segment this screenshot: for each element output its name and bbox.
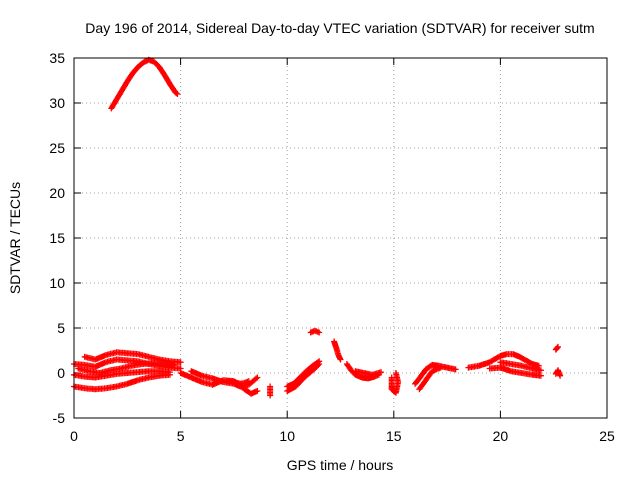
data-point-sat-d: [166, 371, 173, 378]
x-axis-label: GPS time / hours: [287, 457, 394, 473]
data-point-sat-q: [412, 376, 422, 387]
data-point-sat-q: [422, 362, 434, 373]
data-point-sat-k: [292, 375, 307, 390]
data-point-sat-j: [290, 375, 302, 387]
data-point-arc-peak: [119, 79, 130, 94]
data-point-sat-k: [301, 368, 315, 381]
x-tick-label: 10: [279, 428, 295, 444]
chart-title: Day 196 of 2014, Sidereal Day-to-day VTE…: [85, 20, 594, 36]
data-point-sat-s: [535, 362, 542, 369]
data-point-arc-peak: [150, 58, 162, 69]
data-point-sat-n: [343, 361, 354, 372]
data-point-arc-peak: [156, 64, 167, 77]
data-point-sat-t: [537, 372, 544, 379]
data-point-sat-q: [452, 366, 459, 373]
x-tick-label: 15: [386, 428, 402, 444]
plot-frame: [73, 57, 608, 419]
data-point-sat-f: [254, 388, 261, 394]
data-point-arc-peak: [161, 72, 173, 86]
data-point-arc-peak: [166, 81, 178, 94]
data-point-sat-k: [309, 362, 322, 374]
data-point-sat-r: [437, 364, 444, 371]
data-point-sat-u: [537, 367, 544, 374]
y-tick-label: 35: [49, 50, 65, 66]
data-point-sat-s: [516, 353, 528, 363]
data-point-sat-l: [307, 328, 317, 336]
data-point-arc-peak: [174, 91, 181, 97]
data-point-sat-i: [267, 392, 274, 399]
data-point-sat-l: [311, 327, 321, 335]
data-point-arc-peak: [113, 88, 125, 103]
data-point-arc-peak: [124, 71, 135, 85]
data-point-arc-peak: [108, 97, 119, 112]
data-point-sat-r: [422, 369, 435, 384]
x-tick-label: 0: [70, 428, 78, 444]
data-point-arc-peak: [135, 60, 146, 70]
data-point-sat-l: [316, 329, 323, 336]
y-tick-label: 20: [49, 185, 65, 201]
data-point-sat-o: [378, 369, 385, 376]
data-point-sat-n: [371, 372, 381, 380]
data-point-sat-n: [348, 367, 358, 377]
data-point-sat-s: [523, 357, 535, 367]
data-point-sat-q: [416, 367, 428, 382]
y-tick-label: 5: [57, 320, 65, 336]
y-axis-label: SDTVAR / TECUs: [7, 182, 23, 294]
data-point-sat-g: [245, 375, 260, 388]
data-point-arc-peak: [172, 89, 180, 97]
data-point-sat-e: [177, 359, 184, 366]
data-points: [71, 56, 564, 399]
y-tick-label: 30: [49, 95, 65, 111]
data-point-sat-g: [254, 374, 261, 381]
y-tick-label: 15: [49, 230, 65, 246]
data-point-sat-m: [337, 356, 344, 363]
data-point-sat-k: [316, 361, 323, 367]
data-point-arc-peak: [129, 65, 141, 77]
y-tick-label: -5: [53, 410, 66, 426]
data-point-sat-r: [416, 378, 428, 393]
x-tick-label: 20: [493, 428, 509, 444]
data-point-sat-v: [554, 343, 561, 350]
data-point-sat-s: [486, 353, 503, 366]
y-tick-label: 0: [57, 365, 65, 381]
x-tick-label: 25: [599, 428, 615, 444]
data-point-sat-w: [557, 372, 564, 379]
data-point-sat-h: [241, 378, 251, 386]
data-point-sat-h: [245, 378, 252, 385]
data-point-sat-v: [552, 344, 561, 353]
data-point-sat-j: [303, 363, 315, 375]
x-tick-label: 5: [177, 428, 185, 444]
y-tick-label: 25: [49, 140, 65, 156]
y-tick-label: 10: [49, 275, 65, 291]
data-point-sat-j: [297, 369, 309, 381]
data-point-sat-p: [392, 370, 399, 376]
